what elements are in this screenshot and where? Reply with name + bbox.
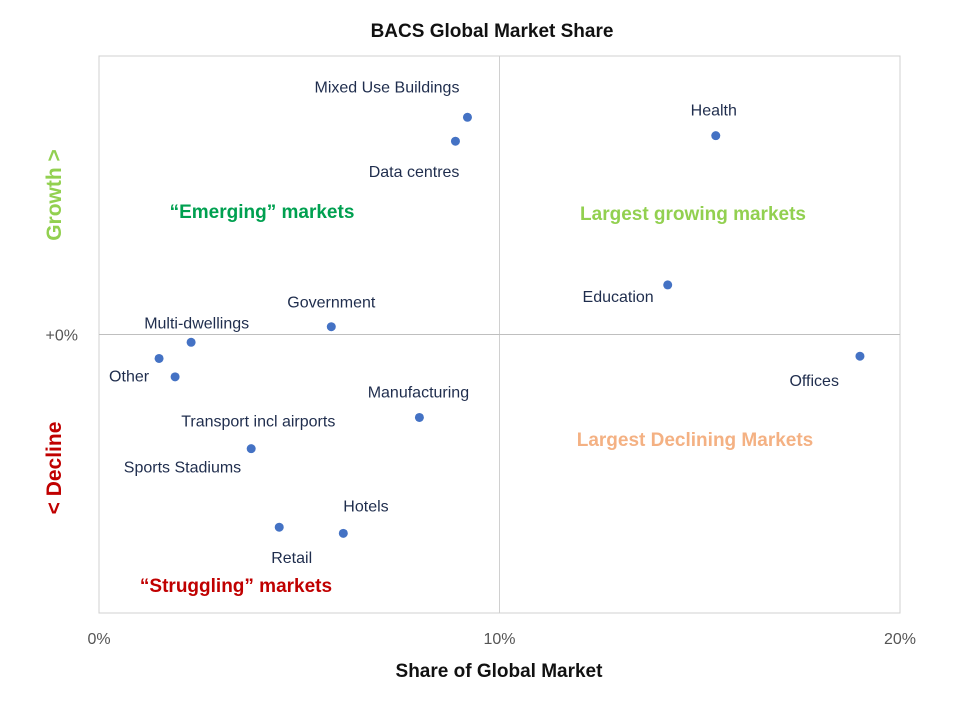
quadrant-labels: “Emerging” markets Largest growing market…	[140, 202, 813, 597]
point-label: Government	[287, 295, 376, 312]
data-point	[186, 337, 196, 347]
data-point	[414, 412, 424, 422]
point-label: Health	[691, 103, 737, 120]
data-point	[274, 522, 284, 532]
point-label: Transport incl airports	[181, 414, 335, 431]
quadrant-label-bottom-left: “Struggling” markets	[140, 576, 332, 597]
data-points	[154, 112, 865, 538]
data-point	[663, 280, 673, 290]
point-labels: Mixed Use Buildings Data centres Health Edu…	[109, 79, 839, 567]
data-point	[711, 131, 721, 141]
data-point	[450, 136, 460, 146]
decline-axis-label: < Decline	[43, 422, 66, 515]
data-point	[326, 322, 336, 332]
quadrant-label-bottom-right: Largest Declining Markets	[577, 430, 814, 451]
point-label: Data centres	[369, 164, 460, 181]
y-tick-label: +0%	[46, 328, 78, 345]
point-label: Offices	[789, 373, 839, 390]
data-point	[338, 528, 348, 538]
point-label: Retail	[271, 550, 312, 567]
data-point	[855, 351, 865, 361]
axis-ticks: 0% 10% 20% +0%	[46, 328, 916, 649]
data-point	[154, 353, 164, 363]
x-axis-title: Share of Global Market	[396, 661, 604, 682]
point-label: Multi-dwellings	[144, 315, 249, 332]
quadrant-lines	[99, 56, 900, 613]
point-label: Hotels	[343, 498, 388, 515]
point-label: Education	[583, 289, 654, 306]
growth-axis-label: Growth >	[43, 149, 66, 241]
point-label: Mixed Use Buildings	[315, 79, 460, 96]
quadrant-label-top-right: Largest growing markets	[580, 204, 806, 225]
x-tick-label: 0%	[87, 631, 110, 648]
point-label: Manufacturing	[368, 384, 469, 401]
x-tick-label: 10%	[483, 631, 515, 648]
data-point	[462, 112, 472, 122]
quadrant-label-top-left: “Emerging” markets	[170, 202, 355, 223]
point-label: Other	[109, 368, 150, 385]
data-point	[170, 372, 180, 382]
chart-title: BACS Global Market Share	[371, 21, 614, 42]
x-tick-label: 20%	[884, 631, 916, 648]
data-point	[246, 444, 256, 454]
point-label: Sports Stadiums	[124, 460, 241, 477]
